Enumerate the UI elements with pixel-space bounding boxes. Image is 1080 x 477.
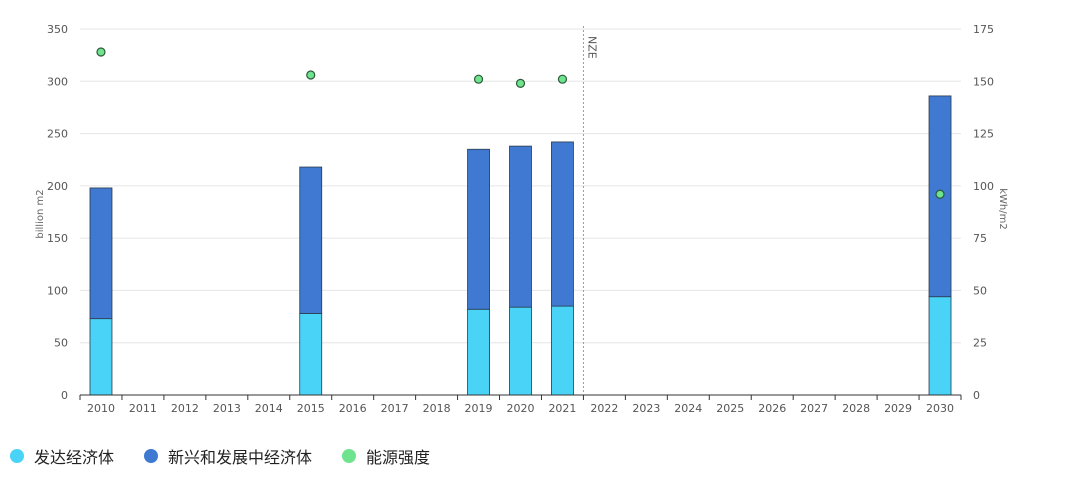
point-intensity-2019: [473, 74, 484, 84]
x-tick-label: 2019: [465, 402, 493, 415]
y-tick-label: 300: [47, 75, 68, 88]
nze-annotation: NZE: [585, 36, 598, 59]
bar-emerging-2021: [551, 141, 574, 307]
x-tick-label: 2015: [297, 402, 325, 415]
legend-swatch-advanced: [10, 449, 24, 463]
y2-tick-label: 25: [973, 337, 987, 350]
y-tick-label: 50: [54, 337, 68, 350]
y-tick-label: 0: [61, 389, 68, 402]
x-tick-label: 2020: [507, 402, 535, 415]
x-tick-label: 2018: [423, 402, 451, 415]
x-tick-label: 2023: [632, 402, 660, 415]
bar-emerging-2019: [467, 148, 490, 310]
x-tick-label: 2030: [926, 402, 954, 415]
y-tick-label: 250: [47, 128, 68, 141]
bar-advanced-2020: [509, 306, 532, 396]
point-intensity-2010: [96, 47, 106, 57]
legend-item-advanced[interactable]: 发达经济体: [10, 444, 114, 468]
y-axis-title: billion m2: [35, 189, 46, 238]
bar-emerging-2015: [299, 166, 323, 314]
x-tick-label: 2014: [255, 402, 283, 415]
bar-emerging-2020: [509, 145, 532, 308]
x-tick-label: 2013: [213, 402, 241, 415]
y-tick-label: 350: [47, 23, 68, 36]
x-tick-label: 2012: [171, 402, 199, 415]
y-tick-label: 150: [47, 232, 68, 245]
y2-tick-label: 100: [973, 180, 994, 193]
x-tick-label: 2021: [548, 402, 576, 415]
bars: [89, 95, 952, 396]
x-tick-label: 2027: [800, 402, 828, 415]
y2-axis-title: kWh/m2: [997, 188, 1008, 230]
y-tick-label: 200: [47, 180, 68, 193]
x-tick-label: 2029: [884, 402, 912, 415]
y-tick-label: 100: [47, 284, 68, 297]
legend-item-emerging[interactable]: 新兴和发展中经济体: [144, 444, 312, 468]
point-intensity-2021: [557, 74, 568, 84]
bar-advanced-2030: [928, 296, 952, 396]
x-tick-label: 2024: [674, 402, 702, 415]
point-intensity-2030: [935, 189, 945, 199]
bar-advanced-2015: [299, 313, 323, 396]
energy-intensity-points: [96, 47, 945, 199]
legend-label-emerging: 新兴和发展中经济体: [168, 448, 313, 467]
x-tick-label: 2028: [842, 402, 870, 415]
bar-emerging-2010: [89, 187, 113, 320]
legend-swatch-emerging: [144, 449, 159, 463]
y2-tick-label: 0: [973, 389, 980, 402]
y2-tick-label: 125: [973, 128, 994, 141]
x-tick-label: 2010: [87, 402, 115, 415]
legend-label-intensity: 能源强度: [366, 448, 431, 467]
bar-advanced-2010: [89, 318, 113, 396]
legend-item-intensity[interactable]: 能源强度: [342, 444, 430, 468]
legend-label-advanced: 发达经济体: [34, 448, 115, 467]
legend: 发达经济体 新兴和发展中经济体 能源强度: [10, 444, 460, 468]
bar-advanced-2019: [467, 308, 490, 396]
x-tick-label: 2022: [590, 402, 618, 415]
y2-tick-label: 75: [973, 232, 987, 245]
axes: 0 50 100 150 200 250 300 350 0 25 50 75 100 125 150 175…: [47, 23, 994, 415]
y2-tick-label: 175: [973, 23, 994, 36]
legend-swatch-intensity: [342, 449, 357, 463]
point-intensity-2020: [515, 78, 526, 88]
point-intensity-2015: [306, 70, 316, 80]
bar-advanced-2021: [551, 305, 574, 396]
x-tick-label: 2025: [716, 402, 744, 415]
x-tick-label: 2016: [339, 402, 367, 415]
x-tick-label: 2026: [758, 402, 786, 415]
x-tick-label: 2017: [381, 402, 409, 415]
y2-tick-label: 150: [973, 75, 994, 88]
y2-tick-label: 50: [973, 284, 987, 297]
x-tick-label: 2011: [129, 402, 157, 415]
